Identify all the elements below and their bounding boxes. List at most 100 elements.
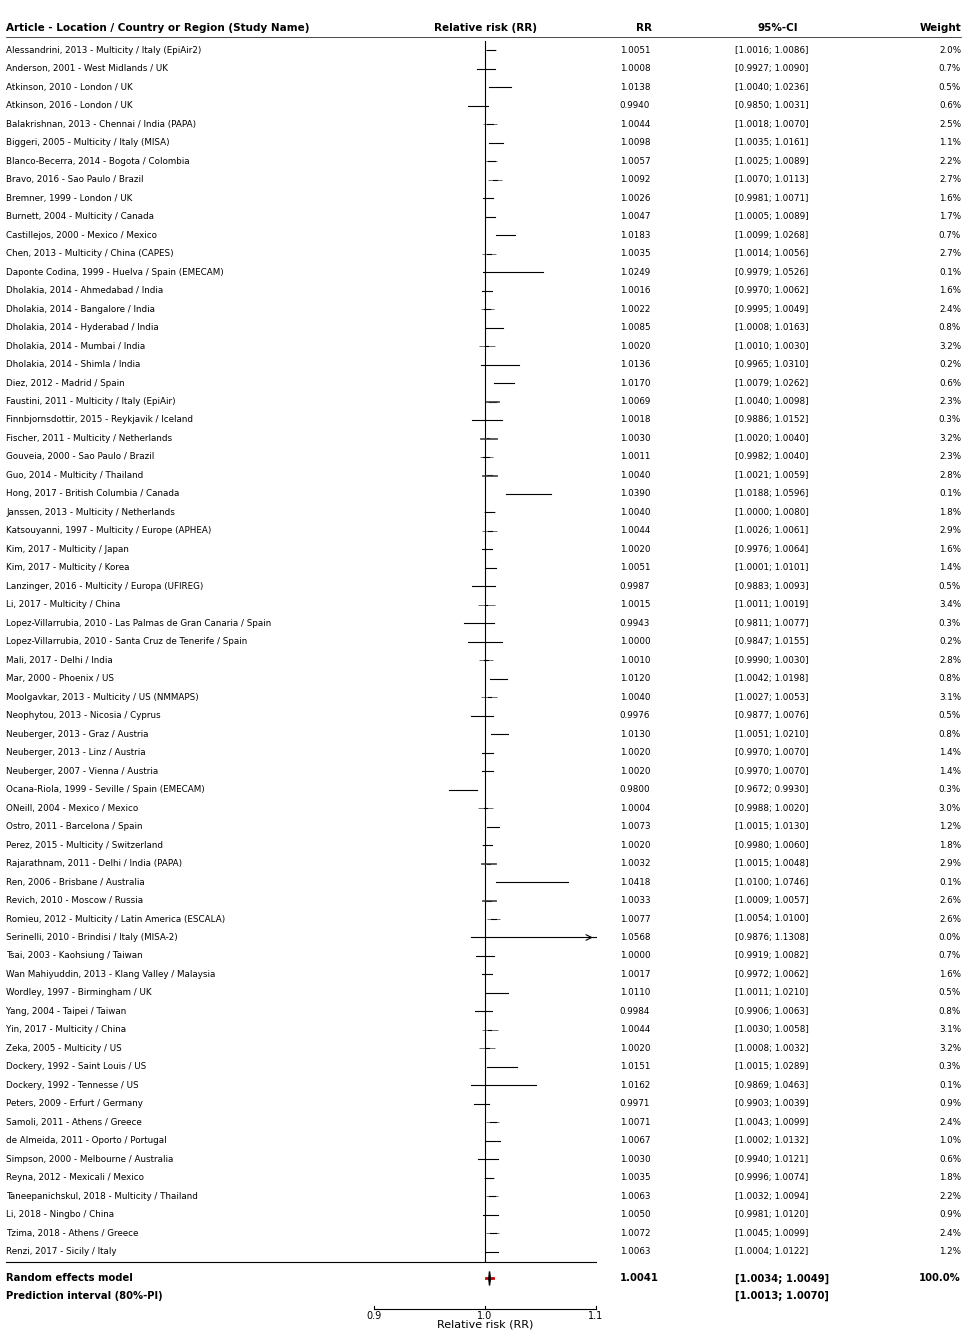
Text: [1.0051; 1.0210]: [1.0051; 1.0210] (735, 730, 808, 739)
Text: 3.2%: 3.2% (938, 434, 960, 443)
Text: 0.9: 0.9 (366, 1311, 382, 1320)
Text: Blanco-Becerra, 2014 - Bogota / Colombia: Blanco-Becerra, 2014 - Bogota / Colombia (6, 157, 190, 166)
Text: 0.2%: 0.2% (938, 360, 960, 370)
Text: 1.0170: 1.0170 (619, 379, 649, 387)
Text: [0.9869; 1.0463]: [0.9869; 1.0463] (735, 1081, 807, 1090)
Text: Atkinson, 2010 - London / UK: Atkinson, 2010 - London / UK (6, 83, 133, 92)
Text: 1.7%: 1.7% (938, 212, 960, 221)
Text: 1.0040: 1.0040 (619, 471, 649, 479)
Text: 1.1%: 1.1% (938, 138, 960, 147)
Text: 0.0%: 0.0% (938, 933, 960, 941)
Text: [1.0001; 1.0101]: [1.0001; 1.0101] (735, 564, 808, 572)
Text: 1.0040: 1.0040 (619, 507, 649, 517)
Text: [1.0026; 1.0061]: [1.0026; 1.0061] (735, 526, 807, 536)
Text: 1.0020: 1.0020 (619, 545, 649, 554)
Text: [1.0043; 1.0099]: [1.0043; 1.0099] (735, 1118, 808, 1127)
Text: 3.2%: 3.2% (938, 341, 960, 351)
Text: Faustini, 2011 - Multicity / Italy (EpiAir): Faustini, 2011 - Multicity / Italy (EpiA… (6, 398, 175, 406)
Text: 2.5%: 2.5% (938, 119, 960, 129)
Text: [0.9988; 1.0020]: [0.9988; 1.0020] (735, 803, 808, 813)
Text: [1.0004; 1.0122]: [1.0004; 1.0122] (735, 1247, 807, 1256)
Text: [1.0015; 1.0289]: [1.0015; 1.0289] (735, 1062, 808, 1071)
Text: [1.0015; 1.0048]: [1.0015; 1.0048] (735, 860, 808, 868)
Text: Yang, 2004 - Taipei / Taiwan: Yang, 2004 - Taipei / Taiwan (6, 1007, 126, 1016)
Text: [0.9972; 1.0062]: [0.9972; 1.0062] (735, 969, 807, 979)
Text: 1.0067: 1.0067 (619, 1137, 649, 1145)
Text: [0.9979; 1.0526]: [0.9979; 1.0526] (735, 268, 807, 277)
Text: 0.5%: 0.5% (938, 711, 960, 720)
Text: [1.0027; 1.0053]: [1.0027; 1.0053] (735, 692, 808, 702)
Text: 3.4%: 3.4% (938, 600, 960, 609)
Text: 1.0035: 1.0035 (619, 249, 649, 258)
Text: 1.0047: 1.0047 (619, 212, 649, 221)
Text: 1.0063: 1.0063 (619, 1247, 649, 1256)
Text: 3.1%: 3.1% (938, 692, 960, 702)
Text: 1.0072: 1.0072 (619, 1229, 649, 1237)
Text: Wan Mahiyuddin, 2013 - Klang Valley / Malaysia: Wan Mahiyuddin, 2013 - Klang Valley / Ma… (6, 969, 215, 979)
Text: [0.9811; 1.0077]: [0.9811; 1.0077] (735, 619, 808, 628)
Text: [1.0005; 1.0089]: [1.0005; 1.0089] (735, 212, 808, 221)
Text: 1.0020: 1.0020 (619, 341, 649, 351)
Text: 2.0%: 2.0% (938, 46, 960, 55)
Text: 0.9940: 0.9940 (619, 102, 649, 110)
Text: 0.2%: 0.2% (938, 637, 960, 647)
Text: [0.9981; 1.0120]: [0.9981; 1.0120] (735, 1210, 807, 1220)
Text: 0.5%: 0.5% (938, 988, 960, 998)
Text: [0.9990; 1.0030]: [0.9990; 1.0030] (735, 656, 808, 664)
Text: Lopez-Villarrubia, 2010 - Santa Cruz de Tenerife / Spain: Lopez-Villarrubia, 2010 - Santa Cruz de … (6, 637, 247, 647)
Text: 0.7%: 0.7% (938, 64, 960, 74)
Text: 0.8%: 0.8% (938, 1007, 960, 1016)
Text: [0.9850; 1.0031]: [0.9850; 1.0031] (735, 102, 808, 110)
Text: 1.0138: 1.0138 (619, 83, 649, 92)
Text: 1.0000: 1.0000 (619, 637, 649, 647)
Text: 0.9943: 0.9943 (619, 619, 649, 628)
Text: [0.9970; 1.0070]: [0.9970; 1.0070] (735, 749, 808, 757)
Text: RR: RR (635, 23, 651, 33)
Text: Dholakia, 2014 - Mumbai / India: Dholakia, 2014 - Mumbai / India (6, 341, 145, 351)
Text: Li, 2018 - Ningbo / China: Li, 2018 - Ningbo / China (6, 1210, 114, 1220)
Text: 2.4%: 2.4% (938, 304, 960, 313)
Text: 95%-CI: 95%-CI (757, 23, 797, 33)
Text: Bremner, 1999 - London / UK: Bremner, 1999 - London / UK (6, 194, 133, 202)
Text: 1.0390: 1.0390 (619, 490, 649, 498)
Text: [1.0070; 1.0113]: [1.0070; 1.0113] (735, 175, 808, 185)
Text: Alessandrini, 2013 - Multicity / Italy (EpiAir2): Alessandrini, 2013 - Multicity / Italy (… (6, 46, 202, 55)
Text: [1.0100; 1.0746]: [1.0100; 1.0746] (735, 877, 808, 886)
Text: Weight: Weight (919, 23, 960, 33)
Text: [0.9970; 1.0062]: [0.9970; 1.0062] (735, 287, 808, 295)
Text: 1.0: 1.0 (477, 1311, 492, 1320)
Text: [0.9906; 1.0063]: [0.9906; 1.0063] (735, 1007, 808, 1016)
Text: Guo, 2014 - Multicity / Thailand: Guo, 2014 - Multicity / Thailand (6, 471, 143, 479)
Text: 3.1%: 3.1% (938, 1026, 960, 1035)
Text: Neuberger, 2013 - Graz / Austria: Neuberger, 2013 - Graz / Austria (6, 730, 148, 739)
Text: Castillejos, 2000 - Mexico / Mexico: Castillejos, 2000 - Mexico / Mexico (6, 230, 157, 240)
Text: [1.0042; 1.0198]: [1.0042; 1.0198] (735, 675, 807, 683)
Text: 1.0018: 1.0018 (619, 415, 649, 424)
Text: 1.0022: 1.0022 (619, 304, 649, 313)
Text: 0.1%: 0.1% (938, 877, 960, 886)
Text: 2.9%: 2.9% (938, 860, 960, 868)
Text: Reyna, 2012 - Mexicali / Mexico: Reyna, 2012 - Mexicali / Mexico (6, 1173, 144, 1182)
Text: 2.8%: 2.8% (938, 471, 960, 479)
Text: [0.9965; 1.0310]: [0.9965; 1.0310] (735, 360, 808, 370)
Text: Chen, 2013 - Multicity / China (CAPES): Chen, 2013 - Multicity / China (CAPES) (6, 249, 173, 258)
Text: [1.0011; 1.0210]: [1.0011; 1.0210] (735, 988, 807, 998)
Text: [0.9980; 1.0060]: [0.9980; 1.0060] (735, 841, 808, 849)
Text: Finnbjornsdottir, 2015 - Reykjavik / Iceland: Finnbjornsdottir, 2015 - Reykjavik / Ice… (6, 415, 193, 424)
Text: 1.8%: 1.8% (938, 507, 960, 517)
Text: [1.0010; 1.0030]: [1.0010; 1.0030] (735, 341, 808, 351)
Text: 0.9976: 0.9976 (619, 711, 649, 720)
Text: 1.0030: 1.0030 (619, 1154, 649, 1164)
Polygon shape (488, 1272, 490, 1285)
Text: [0.9883; 1.0093]: [0.9883; 1.0093] (735, 582, 808, 590)
Text: 1.0030: 1.0030 (619, 434, 649, 443)
Text: Mali, 2017 - Delhi / India: Mali, 2017 - Delhi / India (6, 656, 112, 664)
Text: Lanzinger, 2016 - Multicity / Europa (UFIREG): Lanzinger, 2016 - Multicity / Europa (UF… (6, 582, 203, 590)
Text: 0.7%: 0.7% (938, 952, 960, 960)
Text: 0.3%: 0.3% (938, 619, 960, 628)
Text: Tzima, 2018 - Athens / Greece: Tzima, 2018 - Athens / Greece (6, 1229, 139, 1237)
Text: 1.0098: 1.0098 (619, 138, 649, 147)
Text: [0.9847; 1.0155]: [0.9847; 1.0155] (735, 637, 808, 647)
Text: [1.0021; 1.0059]: [1.0021; 1.0059] (735, 471, 808, 479)
Text: Yin, 2017 - Multicity / China: Yin, 2017 - Multicity / China (6, 1026, 126, 1035)
